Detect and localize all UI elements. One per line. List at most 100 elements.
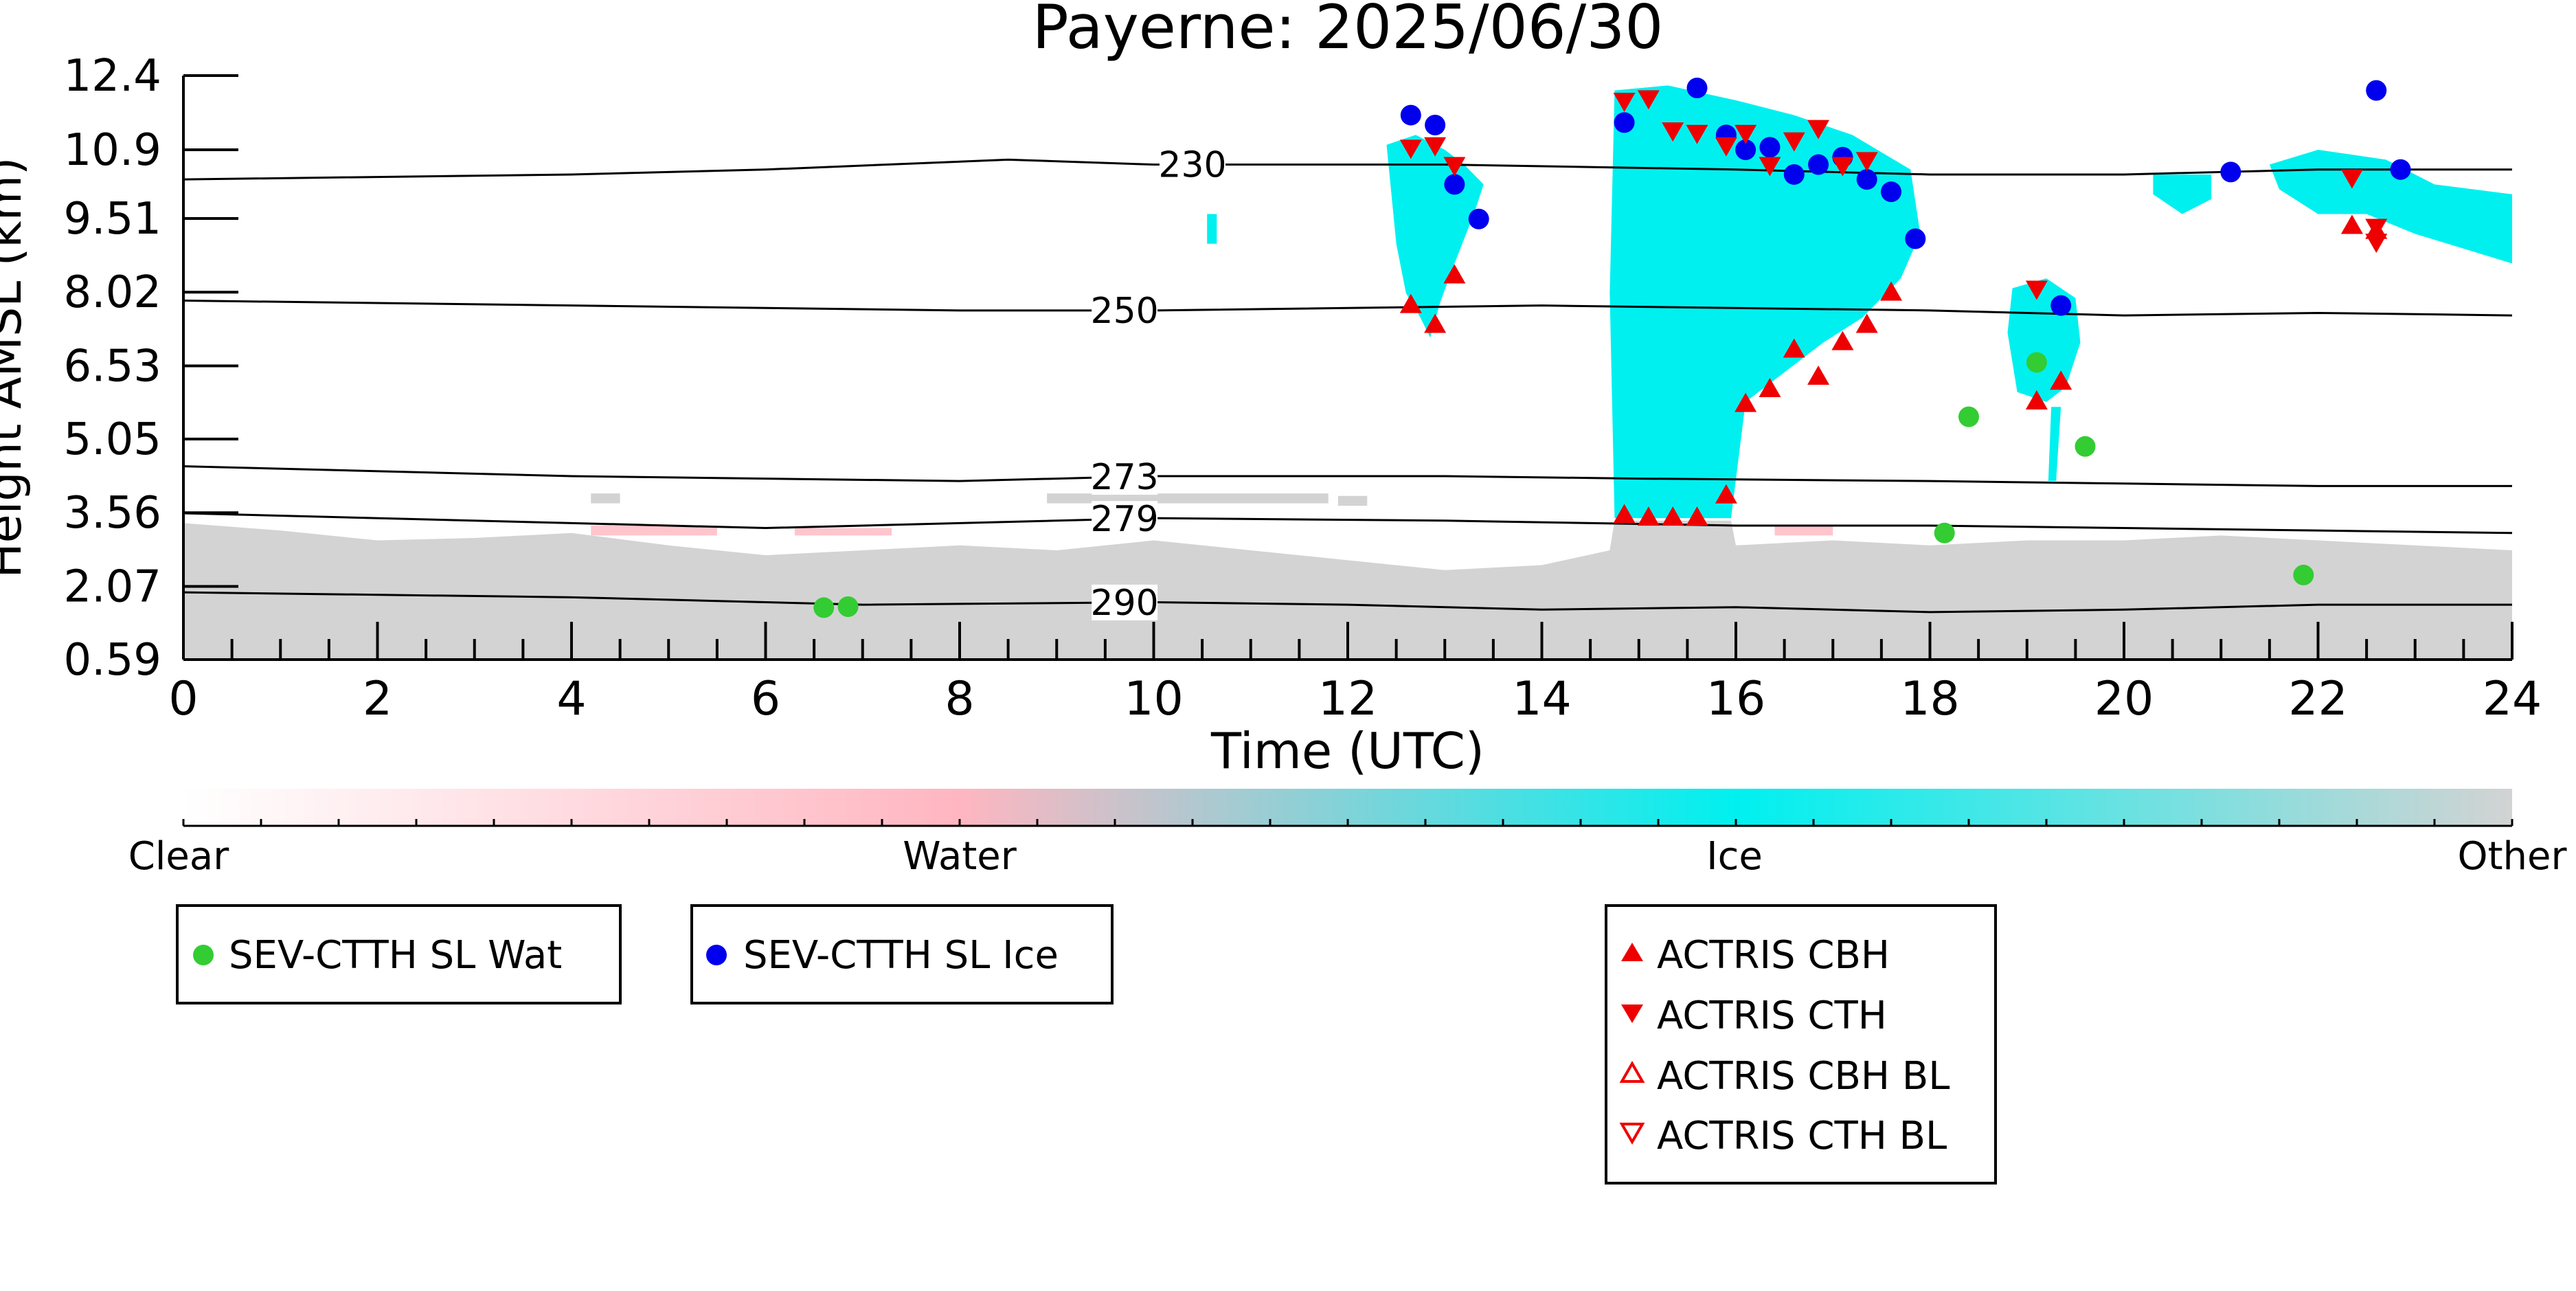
legend-box [1605,904,1997,1185]
actris-cbh-point [1613,504,1636,524]
actris-cth-point [1424,137,1447,157]
actris-cbh-point [1735,392,1757,412]
sev-ctth-ice-point [1856,169,1877,190]
actris-cth-point [1735,124,1757,144]
legend-sev-water: SEV-CTTH SL Wat [176,904,622,1004]
legend-box [690,904,1114,1004]
actris-cbh-point [1662,506,1684,526]
contour-label-bg [1092,459,1158,495]
sev-ctth-wat-point [1934,522,1955,543]
y-tick-label: 3.56 [64,488,162,539]
actris-cbh-point [1807,366,1830,385]
actris-cbh-point [1831,330,1854,350]
actris-cth-point [2365,218,2388,238]
plot-area [183,77,2512,660]
x-tick-label: 22 [2288,672,2348,726]
sev-ctth-ice-point [1905,228,1926,249]
legend-label-actris-cbh-bl: ACTRIS CBH BL [1657,1054,1950,1099]
sev-ctth-ice-point [1686,77,1708,98]
contour-label-279: 279 [1090,499,1158,540]
y-tick-label: 12.4 [64,51,162,102]
actris-cth-point [1443,157,1466,177]
legend-marker-actris-cth [1621,1004,1643,1023]
legend-marker-sev-ice [706,945,727,965]
cloud-water-streak [1774,525,1833,536]
legend-box [176,904,622,1004]
actris-cbh-point [2050,370,2072,390]
cloud-other-patch [1047,493,1329,504]
legend-marker-actris-cth-bl [1619,1123,1645,1145]
cloud-water-streak [794,528,892,536]
chart-title: Payerne: 2025/06/30 [1032,0,1664,63]
sev-ctth-ice-point [2050,295,2072,316]
x-axis-ticks: 0 2 4 6 8 10 12 14 16 18 20 22 24 [168,622,2542,726]
x-tick-label: 10 [1124,672,1184,726]
x-axis-label: Time (UTC) [1210,722,1484,780]
actris-cbh-point [1783,338,1805,358]
x-tick-label: 12 [1318,672,1378,726]
marker-layer [813,77,2411,618]
sev-ctth-ice-point [1783,164,1805,185]
contour-label-bg [1092,501,1158,537]
legend-label-sev-ice: SEV-CTTH SL Ice [743,933,1059,978]
sev-ctth-wat-point [2075,436,2096,457]
actris-cbh-point [1855,313,1878,333]
legend-label-sev-water: SEV-CTTH SL Wat [229,933,562,978]
contour-line-279 [183,512,2512,535]
actris-cth-point [1831,157,1854,177]
cloud-water-streak [591,525,717,536]
legend-label-actris-cth-bl: ACTRIS CTH BL [1657,1114,1947,1158]
y-axis-label: Height AMSL (km) [0,157,32,579]
sev-ctth-ice-point [1468,208,1489,229]
sev-ctth-ice-point [2220,161,2241,183]
contour-label-bg [1092,292,1158,328]
cloud-ice-1030 [1207,214,1217,244]
temperature-contours [183,158,2512,614]
x-tick-label: 2 [363,672,392,726]
actris-cbh-point [1424,313,1447,333]
actris-cth-point [1855,152,1878,172]
x-tick-label: 16 [1706,672,1766,726]
cloud-ice-1900 [2007,278,2081,403]
colorbar-label-other: Other [2457,834,2567,879]
sev-ctth-ice-point [2366,80,2387,101]
actris-cbh-point [1399,293,1422,313]
sev-ctth-ice-point [1425,114,1446,135]
cloud-ice-2030 [2153,174,2212,214]
legend-actris: ACTRIS CBH ACTRIS CTH ACTRIS CBH BL ACTR… [1605,904,1997,1185]
colorbar-ticks [182,819,2513,826]
actris-cth-point [1662,122,1684,142]
sev-ctth-wat-point [2293,564,2314,585]
sev-ctth-ice-point [1400,104,1421,126]
y-axis-ticks: 0.59 2.07 3.56 5.05 6.53 8.02 9.51 10.9 12.4 [64,51,238,686]
colorbar: Clear Water Ice Other [128,789,2567,879]
legend-marker-actris-cbh [1621,943,1643,961]
x-tick-label: 4 [556,672,586,726]
y-tick-label: 10.9 [64,125,162,176]
legend-label-actris-cbh: ACTRIS CBH [1657,933,1890,978]
actris-cth-point [1807,120,1830,139]
actris-cth-point [2025,280,2048,300]
sev-ctth-ice-point [1881,181,1901,203]
legend-marker-actris-cbh-bl [1619,1060,1645,1083]
cloud-ice-2200 [2269,149,2512,264]
sev-ctth-wat-point [837,596,859,617]
legend-label-actris-cth: ACTRIS CTH [1657,993,1887,1038]
y-tick-label: 9.51 [64,194,162,245]
contour-line-250 [183,299,2512,317]
sev-ctth-ice-point [1444,174,1465,195]
legend-sev-ice: SEV-CTTH SL Ice [690,904,1114,1004]
y-tick-label: 5.05 [64,414,162,465]
cloud-ice-1500 [1609,85,1921,519]
actris-cbh-point [2025,390,2048,410]
sev-ctth-ice-point [1759,137,1781,158]
actris-cth-point [1399,139,1422,159]
actris-cbh-point [1686,506,1708,526]
colorbar-label-ice: Ice [1706,834,1763,879]
contour-label-bg [1092,584,1158,620]
x-tick-label: 20 [2094,672,2154,726]
actris-cth-point [2340,169,2363,189]
x-tick-label: 6 [751,672,780,726]
sev-ctth-ice-point [1735,139,1756,160]
